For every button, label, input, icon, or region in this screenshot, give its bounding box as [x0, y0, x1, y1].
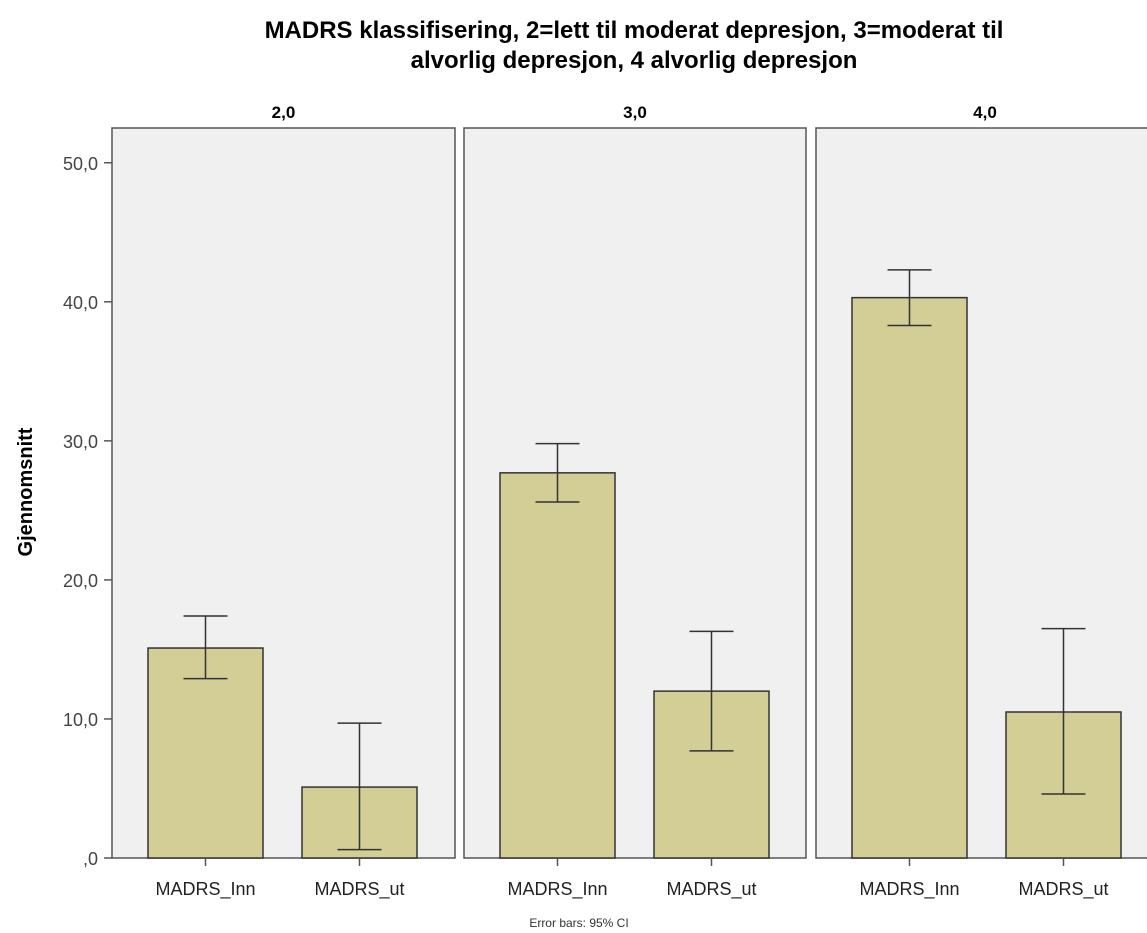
error-bars-note: Error bars: 95% CI	[529, 916, 628, 930]
y-axis-label: Gjennomsnitt	[15, 427, 37, 556]
bar	[851, 296, 968, 859]
y-tick-label: 30,0	[63, 432, 98, 452]
x-category-label: MADRS_ut	[1018, 879, 1108, 900]
bar	[499, 472, 616, 859]
x-category-label: MADRS_Inn	[859, 879, 959, 900]
chart-title-line-2: alvorlig depresjon, 4 alvorlig depresjon	[411, 47, 858, 74]
facet-label: 2,0	[272, 103, 296, 122]
x-category-label: MADRS_Inn	[507, 879, 607, 900]
x-category-label: MADRS_Inn	[155, 879, 255, 900]
x-category-label: MADRS_ut	[314, 879, 404, 900]
chart-title-line-1: MADRS klassifisering, 2=lett til moderat…	[265, 17, 1004, 44]
facet-label: 3,0	[623, 103, 647, 122]
y-tick-label: 50,0	[63, 154, 98, 174]
y-tick-label: 40,0	[63, 293, 98, 313]
bar	[147, 647, 264, 859]
x-category-label: MADRS_ut	[666, 879, 756, 900]
y-tick-label: 10,0	[63, 710, 98, 730]
y-tick-label: ,0	[83, 849, 98, 869]
facet-label: 4,0	[973, 103, 997, 122]
y-tick-label: 20,0	[63, 571, 98, 591]
